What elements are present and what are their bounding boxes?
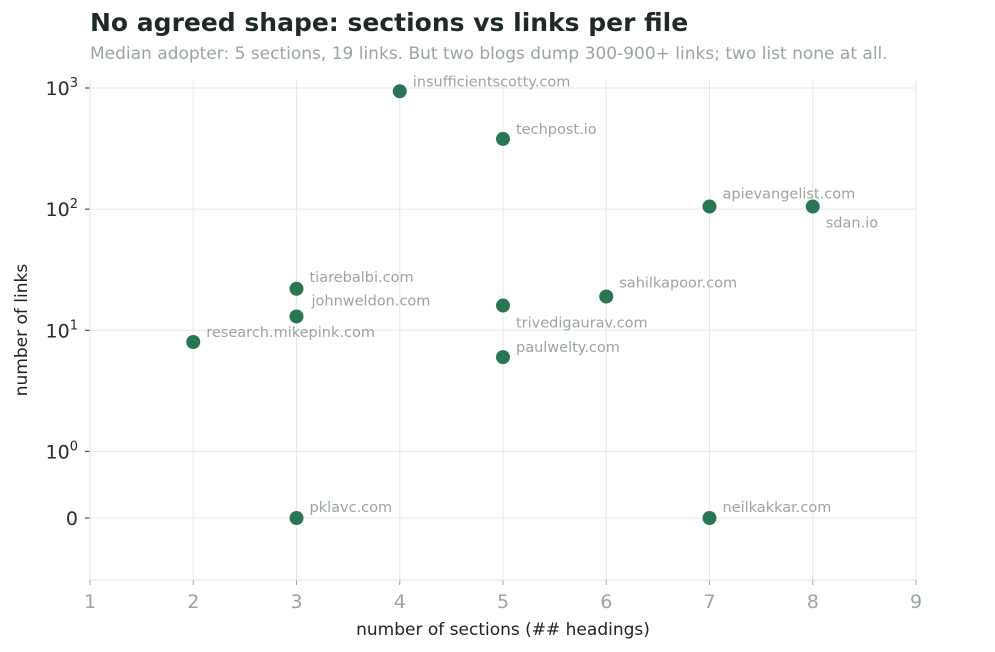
x-axis-label: number of sections (## headings) — [356, 620, 650, 640]
point-label: pklavc.com — [310, 500, 393, 516]
point-label: tiarebalbi.com — [310, 270, 414, 286]
data-point — [496, 298, 510, 313]
point-labels: insufficientscotty.com techpost.io apievan… — [206, 74, 878, 516]
y-tick-labels: 0 100 101 102 103 — [46, 76, 78, 530]
x-tick-label: 8 — [807, 591, 819, 613]
x-tick-label: 5 — [497, 591, 509, 613]
data-point — [805, 199, 820, 214]
point-label: paulwelty.com — [516, 340, 620, 356]
data-point — [496, 350, 510, 365]
point-label: trivedigaurav.com — [516, 316, 648, 332]
point-label: neilkakkar.com — [723, 500, 832, 516]
point-label: research.mikepink.com — [206, 325, 375, 341]
x-tick-labels: 1 2 3 4 5 6 7 8 9 — [84, 591, 922, 613]
data-point — [392, 84, 407, 99]
data-point — [289, 281, 304, 296]
x-tick-label: 6 — [600, 591, 612, 613]
x-tick-label: 1 — [84, 591, 96, 613]
data-point — [702, 511, 717, 525]
chart-title: No agreed shape: sections vs links per f… — [90, 8, 689, 37]
data-points — [186, 84, 820, 525]
x-tick-label: 3 — [290, 591, 302, 613]
data-point — [186, 334, 201, 349]
point-label: insufficientscotty.com — [413, 74, 571, 90]
y-axis-label: number of links — [12, 264, 32, 397]
data-point — [496, 131, 510, 146]
x-tick-label: 4 — [394, 591, 406, 613]
y-tick-label: 101 — [46, 318, 78, 342]
y-tick-label: 0 — [66, 508, 78, 530]
axes — [85, 80, 917, 585]
y-tick-label: 100 — [46, 439, 78, 463]
x-tick-label: 9 — [910, 591, 922, 613]
point-label: sahilkapoor.com — [619, 275, 737, 291]
chart-subtitle: Median adopter: 5 sections, 19 links. Bu… — [90, 44, 888, 64]
point-label: sdan.io — [826, 216, 878, 232]
data-point — [702, 199, 717, 214]
point-label: johnweldon.com — [311, 293, 431, 309]
data-point — [599, 289, 614, 304]
data-point — [289, 309, 304, 324]
data-point — [289, 511, 304, 525]
y-tick-label: 103 — [46, 76, 78, 100]
point-label: apievangelist.com — [723, 187, 856, 203]
x-tick-label: 7 — [703, 591, 715, 613]
y-tick-label: 102 — [46, 197, 78, 221]
point-label: techpost.io — [516, 122, 597, 138]
x-tick-label: 2 — [187, 591, 199, 613]
